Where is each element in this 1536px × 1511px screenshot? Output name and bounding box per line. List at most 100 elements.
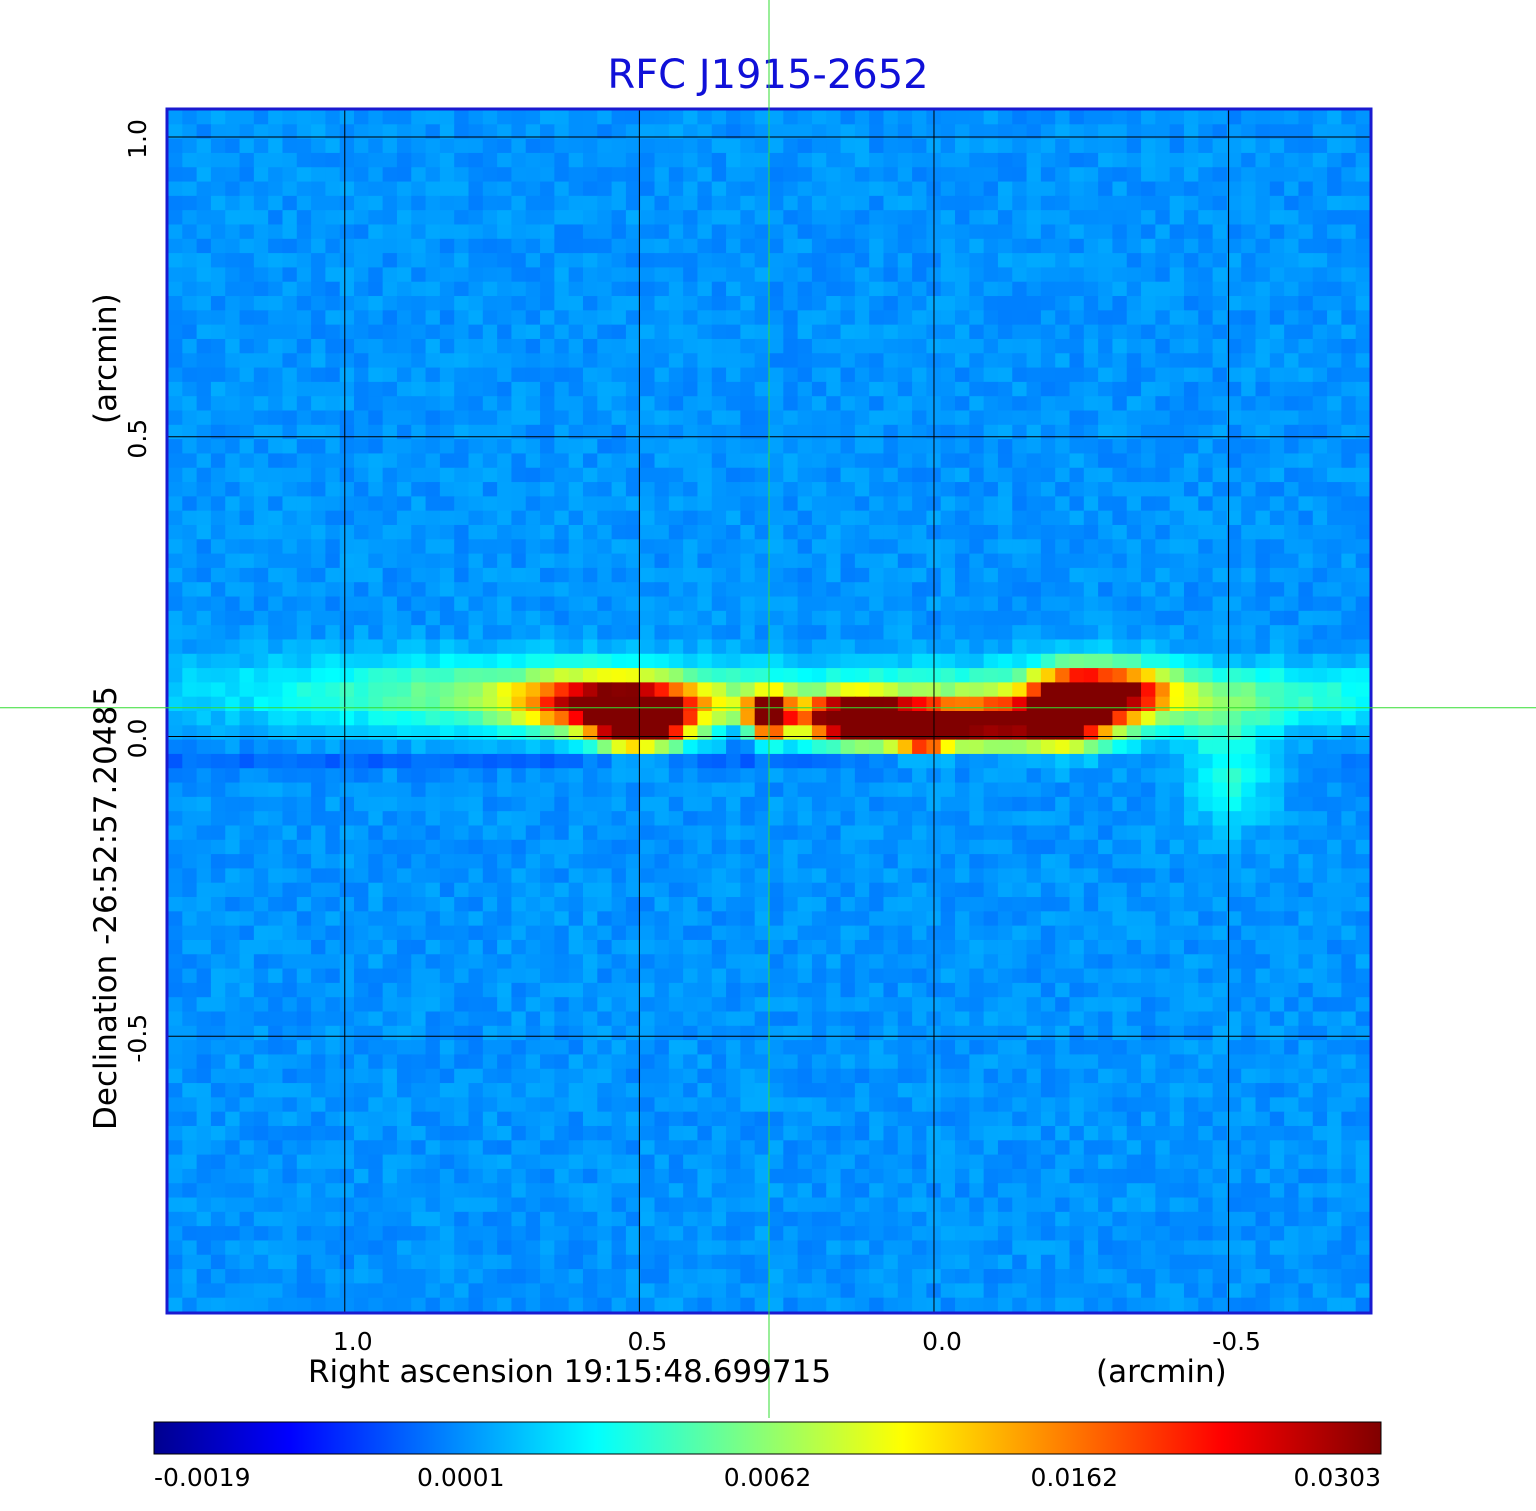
heatmap-cell: [597, 725, 613, 741]
heatmap-cell: [1269, 610, 1285, 626]
heatmap-cell: [1226, 725, 1242, 741]
heatmap-cell: [411, 338, 427, 354]
heatmap-cell: [396, 210, 412, 226]
heatmap-cell: [1155, 825, 1171, 841]
heatmap-cell: [940, 725, 956, 741]
heatmap-cell: [883, 110, 899, 125]
heatmap-cell: [897, 739, 913, 755]
heatmap-cell: [1083, 768, 1099, 784]
heatmap-cell: [253, 367, 269, 383]
heatmap-cell: [1098, 524, 1114, 540]
heatmap-cell: [411, 281, 427, 297]
heatmap-cell: [582, 925, 598, 941]
heatmap-cell: [611, 424, 627, 440]
heatmap-cell: [425, 954, 441, 970]
heatmap-cell: [769, 124, 784, 140]
heatmap-cell: [1083, 753, 1099, 769]
heatmap-cell: [540, 310, 555, 326]
heatmap-cell: [969, 482, 985, 497]
heatmap-cell: [168, 424, 183, 440]
heatmap-cell: [253, 868, 269, 884]
heatmap-cell: [640, 296, 656, 311]
heatmap-cell: [168, 811, 183, 827]
heatmap-cell: [883, 825, 899, 841]
heatmap-cell: [210, 653, 226, 669]
heatmap-cell: [239, 939, 255, 955]
heatmap-cell: [840, 768, 856, 784]
heatmap-cell: [897, 524, 913, 540]
heatmap-cell: [1126, 195, 1142, 211]
heatmap-cell: [1155, 482, 1171, 497]
heatmap-cell: [897, 353, 913, 369]
heatmap-cell: [1069, 668, 1085, 683]
heatmap-cell: [554, 496, 570, 512]
heatmap-cell: [196, 496, 212, 512]
heatmap-cell: [225, 310, 241, 326]
heatmap-cell: [354, 410, 369, 426]
heatmap-cell: [1327, 596, 1342, 612]
heatmap-cell: [311, 453, 327, 469]
heatmap-cell: [568, 367, 584, 383]
heatmap-cell: [640, 753, 656, 769]
heatmap-cell: [1327, 725, 1342, 741]
heatmap-cell: [411, 925, 427, 941]
heatmap-cell: [640, 682, 656, 698]
heatmap-cell: [239, 510, 255, 526]
heatmap-cell: [482, 510, 498, 526]
heatmap-cell: [1026, 782, 1042, 798]
heatmap-cell: [711, 868, 727, 884]
heatmap-cell: [1298, 253, 1314, 269]
heatmap-cell: [497, 439, 513, 455]
heatmap-cell: [897, 696, 913, 712]
heatmap-cell: [1298, 267, 1314, 283]
heatmap-cell: [282, 725, 298, 741]
heatmap-cell: [969, 897, 985, 912]
heatmap-cell: [783, 696, 799, 712]
heatmap-cell: [740, 396, 756, 412]
heatmap-cell: [854, 396, 870, 412]
heatmap-cell: [468, 925, 484, 941]
heatmap-cell: [182, 396, 198, 412]
heatmap-cell: [568, 310, 584, 326]
heatmap-cell: [1226, 467, 1242, 483]
heatmap-cell: [654, 782, 670, 798]
heatmap-cell: [540, 510, 555, 526]
heatmap-cell: [869, 510, 885, 526]
heatmap-cell: [425, 467, 441, 483]
heatmap-cell: [1112, 668, 1128, 683]
heatmap-cell: [711, 839, 727, 855]
heatmap-cell: [997, 668, 1013, 683]
heatmap-cell: [969, 439, 985, 455]
heatmap-cell: [1040, 768, 1056, 784]
heatmap-cell: [697, 424, 713, 440]
heatmap-cell: [1255, 353, 1271, 369]
heatmap-cell: [382, 553, 398, 569]
heatmap-cell: [883, 596, 899, 612]
heatmap-cell: [754, 152, 770, 168]
heatmap-cell: [210, 424, 226, 440]
heatmap-cell: [625, 138, 641, 154]
heatmap-cell: [225, 510, 241, 526]
heatmap-cell: [983, 553, 999, 569]
heatmap-cell: [1269, 811, 1285, 827]
heatmap-cell: [883, 138, 899, 154]
heatmap-cell: [940, 553, 956, 569]
heatmap-cell: [1126, 439, 1142, 455]
heatmap-cell: [296, 353, 312, 369]
heatmap-cell: [239, 739, 255, 755]
heatmap-cell: [239, 711, 255, 726]
heatmap-cell: [1284, 381, 1300, 397]
heatmap-cell: [697, 553, 713, 569]
heatmap-cell: [597, 224, 613, 240]
heatmap-cell: [268, 338, 284, 354]
heatmap-cell: [1126, 711, 1142, 726]
heatmap-cell: [955, 939, 970, 955]
heatmap-cell: [1055, 653, 1071, 669]
heatmap-cell: [468, 353, 484, 369]
heatmap-cell: [1112, 110, 1128, 125]
heatmap-cell: [811, 725, 827, 741]
heatmap-cell: [1284, 768, 1300, 784]
heatmap-cell: [940, 682, 956, 698]
heatmap-cell: [168, 639, 183, 655]
heatmap-cell: [811, 281, 827, 297]
